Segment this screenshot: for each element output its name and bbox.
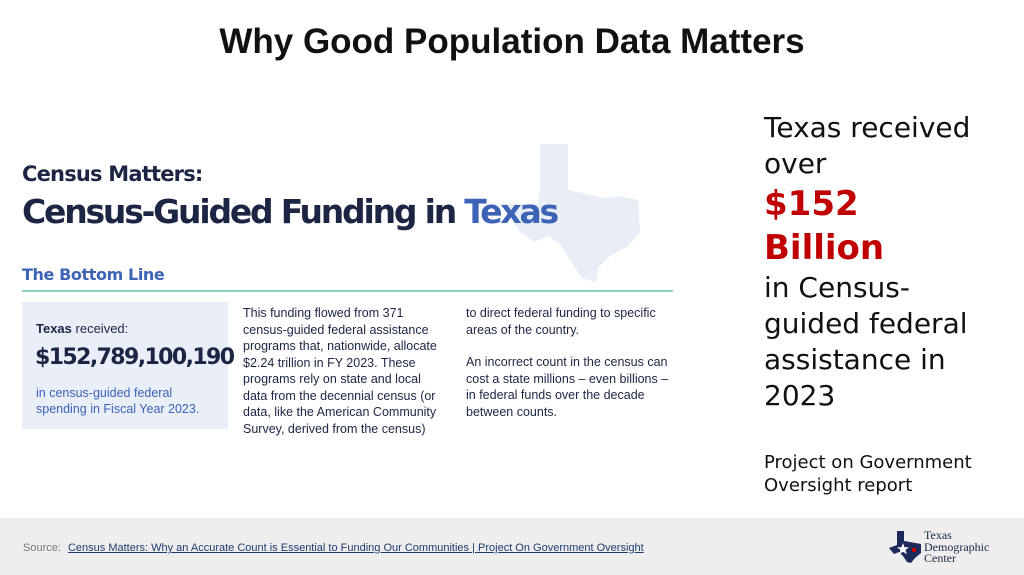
- source-citation: Source: Census Matters: Why an Accurate …: [23, 542, 644, 554]
- source-label: Source:: [23, 542, 61, 554]
- body-column-1: This funding flowed from 371 census-guid…: [243, 306, 437, 436]
- graphic-headline: Census-Guided Funding in Texas: [22, 192, 559, 231]
- summary-text: Texas received over $152 Billion in Cens…: [764, 110, 1014, 414]
- tdc-logo: Texas Demographic Center: [888, 528, 1008, 568]
- summary-amount: Billion: [764, 228, 885, 268]
- section-label: The Bottom Line: [22, 265, 165, 284]
- summary-line: over: [764, 147, 827, 180]
- summary-amount: $152: [764, 184, 859, 224]
- stat-amount: $152,789,100,190: [35, 345, 235, 370]
- logo-line: Demographic: [924, 539, 990, 554]
- body-paragraph: to direct federal funding to specific ar…: [466, 306, 656, 337]
- graphic-kicker: Census Matters:: [22, 162, 203, 186]
- report-line: Project on Government: [764, 452, 972, 473]
- logo-line: Center: [924, 551, 956, 565]
- body-paragraph: An incorrect count in the census can cos…: [466, 355, 669, 419]
- headline-main: Census-Guided Funding in: [22, 192, 465, 231]
- stat-label-state: Texas: [36, 321, 72, 336]
- summary-line: in Census-: [764, 271, 910, 304]
- headline-accent: Texas: [464, 192, 559, 231]
- census-matters-graphic: Census Matters: Census-Guided Funding in…: [22, 140, 677, 440]
- summary-line: Texas received: [764, 111, 971, 144]
- section-divider: [22, 290, 673, 292]
- report-attribution: Project on Government Oversight report: [764, 451, 1014, 497]
- texas-star-map-icon: [889, 531, 921, 563]
- texas-map-icon: [500, 144, 640, 282]
- summary-line: assistance in: [764, 343, 946, 376]
- logo-line: Texas: [924, 528, 952, 542]
- stat-description: in census-guided federal spending in Fis…: [36, 386, 200, 416]
- report-line: Oversight report: [764, 475, 913, 496]
- stat-box: Texas received: $152,789,100,190 in cens…: [22, 302, 235, 429]
- slide-title: Why Good Population Data Matters: [219, 22, 805, 61]
- stat-label-rest: received:: [71, 321, 129, 336]
- stat-label: Texas received:: [36, 321, 128, 336]
- summary-line: 2023: [764, 379, 836, 412]
- body-column-2: to direct federal funding to specific ar…: [466, 305, 678, 436]
- source-link[interactable]: Census Matters: Why an Accurate Count is…: [67, 542, 644, 554]
- tdc-logo-text: Texas Demographic Center: [924, 528, 990, 565]
- summary-line: guided federal: [764, 307, 968, 340]
- footer-bar: Source: Census Matters: Why an Accurate …: [0, 518, 1024, 575]
